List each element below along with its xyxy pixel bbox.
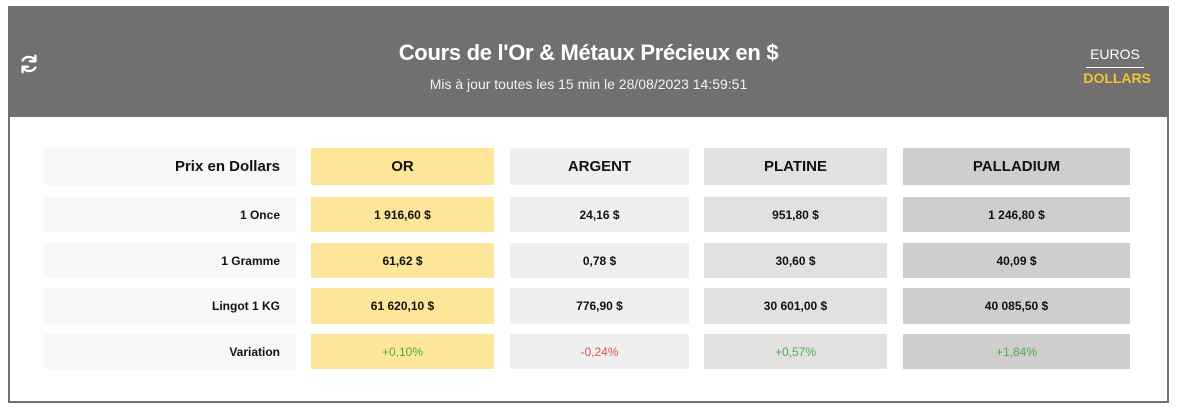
- widget-frame: [8, 6, 1169, 403]
- price-cell: 1 246,80 $: [903, 197, 1130, 232]
- row-label: 1 Once: [44, 197, 296, 232]
- currency-dollars-link[interactable]: DOLLARS: [1083, 70, 1151, 86]
- column-header-argent: ARGENT: [510, 148, 689, 185]
- price-cell: 61,62 $: [311, 243, 494, 278]
- price-cell: 30,60 $: [704, 243, 887, 278]
- row-label: 1 Gramme: [44, 243, 296, 278]
- price-cell: 61 620,10 $: [311, 288, 494, 324]
- variation-cell: +0,57%: [704, 334, 887, 369]
- price-cell: 776,90 $: [510, 288, 689, 324]
- last-update: Mis à jour toutes les 15 min le 28/08/20…: [429, 76, 748, 92]
- currency-euros-link[interactable]: EUROS: [1086, 46, 1144, 68]
- price-cell: 951,80 $: [704, 197, 887, 232]
- page-title: Cours de l'Or & Métaux Précieux en $: [398, 40, 779, 65]
- table-corner-label: Prix en Dollars: [44, 148, 296, 185]
- variation-cell: +0,10%: [311, 334, 494, 369]
- variation-cell: -0,24%: [510, 334, 689, 369]
- price-cell: 40 085,50 $: [903, 288, 1130, 324]
- price-cell: 30 601,00 $: [704, 288, 887, 324]
- row-label: Variation: [44, 334, 296, 369]
- column-header-platine: PLATINE: [704, 148, 887, 185]
- price-cell: 24,16 $: [510, 197, 689, 232]
- variation-cell: +1,84%: [903, 334, 1130, 369]
- price-cell: 1 916,60 $: [311, 197, 494, 232]
- column-header-palladium: PALLADIUM: [903, 148, 1130, 185]
- refresh-icon[interactable]: [18, 53, 40, 75]
- column-header-or: OR: [311, 148, 494, 185]
- header: Cours de l'Or & Métaux Précieux en $ Mis…: [8, 6, 1169, 117]
- row-label: Lingot 1 KG: [44, 288, 296, 324]
- price-cell: 40,09 $: [903, 243, 1130, 278]
- price-cell: 0,78 $: [510, 243, 689, 278]
